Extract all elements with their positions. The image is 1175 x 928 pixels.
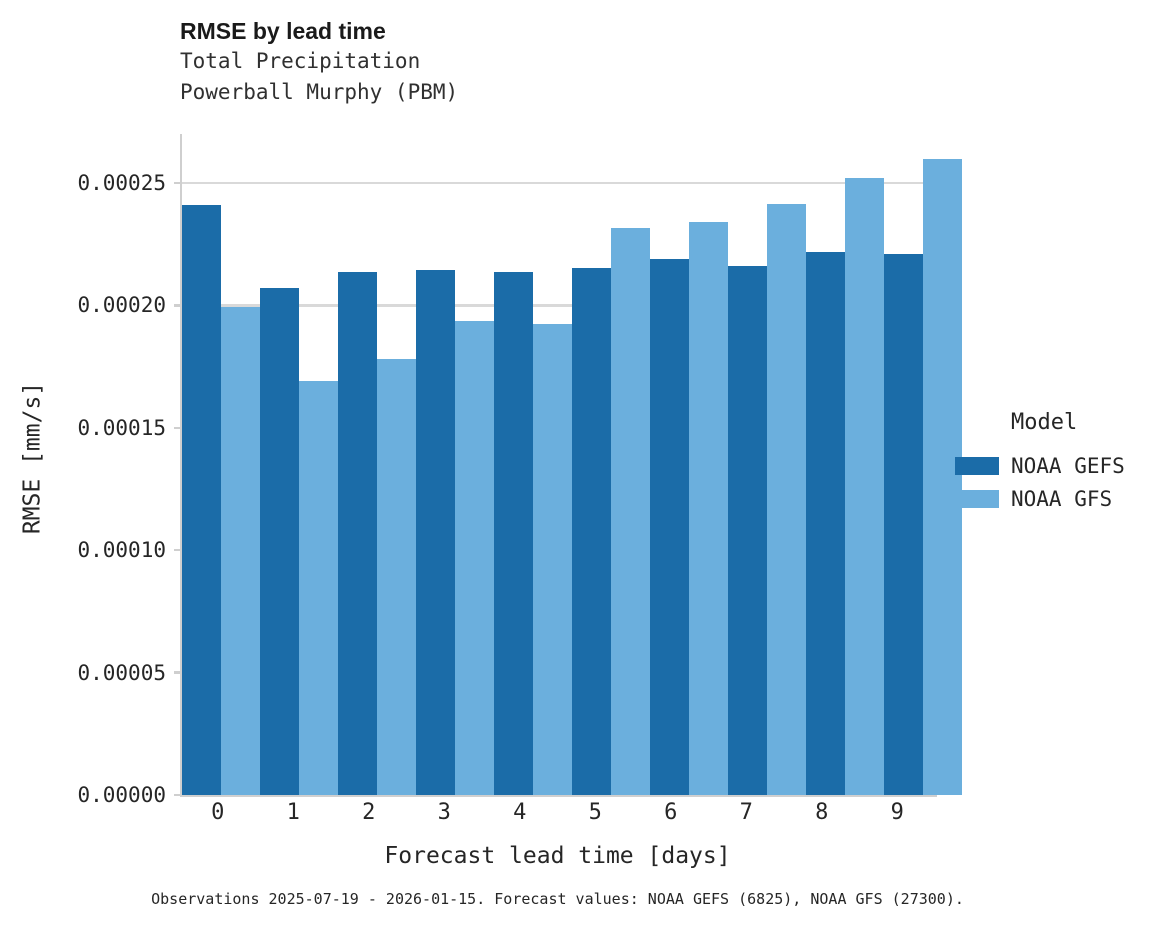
bar-noaa-gfs-day-1[interactable] [299, 381, 338, 795]
bar-noaa-gfs-day-5[interactable] [611, 228, 650, 795]
x-axis-tick-label: 8 [815, 800, 829, 825]
x-axis-tick-labels: 0 1 2 3 4 5 6 7 8 9 [180, 800, 935, 825]
bar-noaa-gefs-day-2[interactable] [338, 271, 377, 795]
chart-subtitle-metric: Powerball Murphy (PBM) [180, 80, 459, 105]
bar-noaa-gefs-day-7[interactable] [728, 266, 767, 795]
bar-noaa-gfs-day-2[interactable] [377, 359, 416, 795]
y-axis-tick-mark [174, 548, 182, 552]
legend-rows: NOAA GEFS NOAA GFS [955, 449, 1170, 515]
legend-item-noaa-gfs[interactable]: NOAA GFS [955, 482, 1170, 515]
chart-subtitle-variable: Total Precipitation [180, 49, 421, 74]
x-axis-tick-label: 5 [588, 800, 602, 825]
bar-noaa-gefs-day-8[interactable] [806, 252, 845, 795]
y-axis-tick-mark [174, 793, 182, 797]
bar-noaa-gefs-day-6[interactable] [650, 259, 689, 795]
bar-noaa-gfs-day-0[interactable] [221, 306, 260, 795]
legend-title: Model [1011, 410, 1078, 435]
bar-noaa-gfs-day-6[interactable] [689, 222, 728, 795]
bar-noaa-gefs-day-1[interactable] [260, 287, 299, 795]
legend-swatch [955, 456, 999, 475]
x-axis-tick-label: 7 [739, 800, 753, 825]
y-axis-tick-label: 0.00010 [77, 538, 166, 563]
y-axis-tick-mark [174, 426, 182, 430]
x-axis-title: Forecast lead time [days] [384, 843, 731, 869]
title-block: RMSE by lead time Total Precipitation Po… [180, 16, 940, 108]
y-axis-tick-label: 0.00025 [77, 170, 166, 195]
x-axis-tick-label: 9 [890, 800, 904, 825]
footer-caption: Observations 2025-07-19 - 2026-01-15. Fo… [151, 890, 964, 908]
bars-layer [182, 134, 962, 795]
bar-group [338, 134, 416, 795]
bar-noaa-gefs-day-5[interactable] [572, 268, 611, 795]
legend-item-label: NOAA GEFS [1011, 453, 1125, 478]
bar-noaa-gefs-day-9[interactable] [884, 254, 923, 795]
page-title: RMSE by lead time [180, 18, 386, 44]
x-axis-tick-label: 1 [286, 800, 300, 825]
y-axis-tick-label: 0.00020 [77, 293, 166, 318]
bar-group [416, 134, 494, 795]
y-axis-title: RMSE [mm/s] [19, 381, 46, 535]
bar-group [494, 134, 572, 795]
legend: Model NOAA GEFS NOAA GFS [955, 410, 1170, 515]
y-axis-tick-mark [174, 304, 182, 307]
bar-noaa-gfs-day-3[interactable] [455, 320, 494, 795]
bar-group [728, 134, 806, 795]
bar-noaa-gfs-day-4[interactable] [533, 323, 572, 795]
x-axis-tick-label: 0 [211, 800, 225, 825]
bar-noaa-gefs-day-0[interactable] [182, 205, 221, 795]
x-axis-tick-label: 2 [362, 800, 376, 825]
bar-group [182, 134, 260, 795]
bar-noaa-gefs-day-4[interactable] [494, 271, 533, 795]
legend-swatch [955, 489, 999, 508]
bar-group [884, 134, 962, 795]
x-axis-tick-label: 3 [437, 800, 451, 825]
bar-noaa-gfs-day-8[interactable] [845, 178, 884, 795]
y-axis-tick-label: 0.00015 [77, 415, 166, 440]
bar-group [572, 134, 650, 795]
plot-area: 0.00000 0.00005 0.00010 0.00015 0.00020 0.000… [77, 134, 962, 807]
x-axis-tick-label: 4 [513, 800, 527, 825]
y-axis-tick-label: 0.00000 [77, 783, 166, 807]
bar-noaa-gfs-day-9[interactable] [923, 158, 962, 795]
legend-item-noaa-gefs[interactable]: NOAA GEFS [955, 449, 1170, 482]
y-axis-tick-mark [174, 181, 182, 185]
bar-noaa-gfs-day-7[interactable] [767, 204, 806, 795]
bar-noaa-gefs-day-3[interactable] [416, 270, 455, 795]
bar-group [806, 134, 884, 795]
bar-group [650, 134, 728, 795]
y-axis-tick-mark [174, 671, 182, 674]
x-axis-tick-label: 6 [664, 800, 678, 825]
y-axis-tick-label: 0.00005 [77, 660, 166, 685]
legend-item-label: NOAA GFS [1011, 486, 1113, 511]
bar-group [260, 134, 338, 795]
